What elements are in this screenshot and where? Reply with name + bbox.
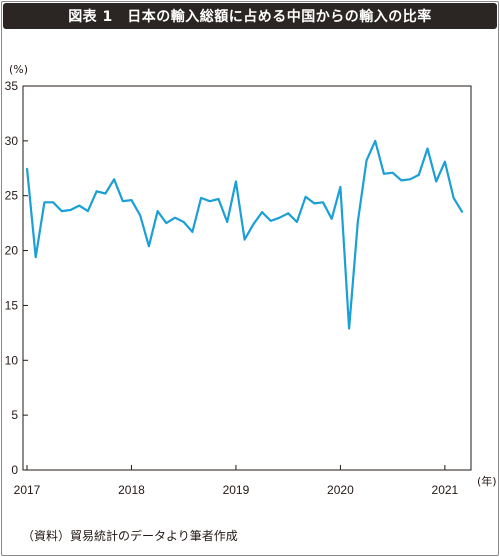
- data-point: [252, 223, 254, 225]
- data-point: [235, 180, 237, 183]
- data-point: [104, 192, 106, 195]
- data-point: [69, 209, 72, 211]
- data-point: [122, 200, 124, 202]
- y-axis: 0 5 10 15 20 25 30 35: [5, 79, 28, 477]
- data-point: [365, 160, 368, 162]
- data-point: [339, 186, 341, 188]
- data-point: [418, 174, 420, 176]
- data-point: [148, 245, 150, 247]
- data-point: [383, 173, 385, 175]
- data-point: [226, 221, 228, 223]
- y-tick-label: 35: [5, 79, 19, 93]
- data-point: [287, 212, 289, 214]
- data-point: [165, 222, 167, 224]
- data-point: [43, 201, 46, 203]
- data-point: [357, 221, 359, 223]
- data-point: [35, 256, 37, 258]
- data-point: [331, 218, 333, 220]
- y-tick-label: 5: [11, 408, 18, 422]
- data-point: [374, 140, 376, 142]
- data-point: [209, 200, 211, 202]
- data-point: [200, 197, 202, 199]
- x-tick-label: 2018: [118, 483, 145, 497]
- data-point: [174, 217, 176, 219]
- x-tick-label: 2021: [432, 483, 459, 497]
- series-layer: [25, 139, 464, 330]
- y-unit-label: (%): [9, 63, 28, 76]
- y-tick-label: 25: [5, 189, 19, 203]
- data-point: [296, 221, 298, 223]
- plot-area: [22, 85, 472, 471]
- x-tick-label: 2017: [14, 483, 41, 497]
- data-point: [322, 201, 324, 203]
- x-unit-label: (年): [477, 474, 497, 488]
- y-tick-label: 0: [11, 463, 18, 477]
- data-point: [87, 210, 89, 212]
- data-point: [52, 201, 54, 203]
- data-point: [278, 217, 281, 219]
- data-point: [183, 221, 185, 223]
- data-point: [444, 161, 446, 163]
- data-point: [400, 179, 402, 181]
- data-point: [426, 147, 429, 150]
- data-point: [305, 196, 307, 198]
- data-point: [409, 178, 411, 180]
- data-point: [217, 198, 220, 200]
- y-tick-label: 10: [5, 353, 19, 367]
- data-point: [453, 197, 455, 199]
- data-point: [461, 211, 463, 213]
- data-point: [313, 202, 315, 204]
- data-point: [26, 167, 28, 169]
- data-point: [191, 231, 193, 233]
- data-point: [113, 178, 115, 180]
- y-tick-label: 15: [5, 298, 19, 312]
- x-axis: 2017 2018 2019 2020 2021: [14, 465, 459, 497]
- source-note: （資料）貿易統計のデータより筆者作成: [22, 529, 238, 543]
- data-point: [157, 210, 159, 212]
- x-tick-label: 2020: [327, 483, 354, 497]
- figure-title: 図表 1 日本の輸入総額に占める中国からの輸入の比率: [68, 9, 432, 25]
- x-tick-label: 2019: [223, 483, 250, 497]
- data-point: [78, 205, 80, 207]
- data-point: [244, 239, 246, 241]
- data-point: [61, 210, 63, 212]
- data-point: [270, 220, 272, 222]
- data-point: [261, 211, 263, 213]
- y-tick-label: 20: [5, 244, 19, 258]
- data-point: [392, 172, 394, 174]
- data-point: [435, 180, 437, 183]
- data-point: [139, 214, 141, 217]
- figure-title-bar: 図表 1 日本の輸入総額に占める中国からの輸入の比率: [3, 3, 497, 29]
- data-point: [348, 327, 350, 330]
- data-point: [130, 199, 133, 201]
- data-point: [96, 190, 98, 192]
- y-tick-label: 30: [5, 134, 19, 148]
